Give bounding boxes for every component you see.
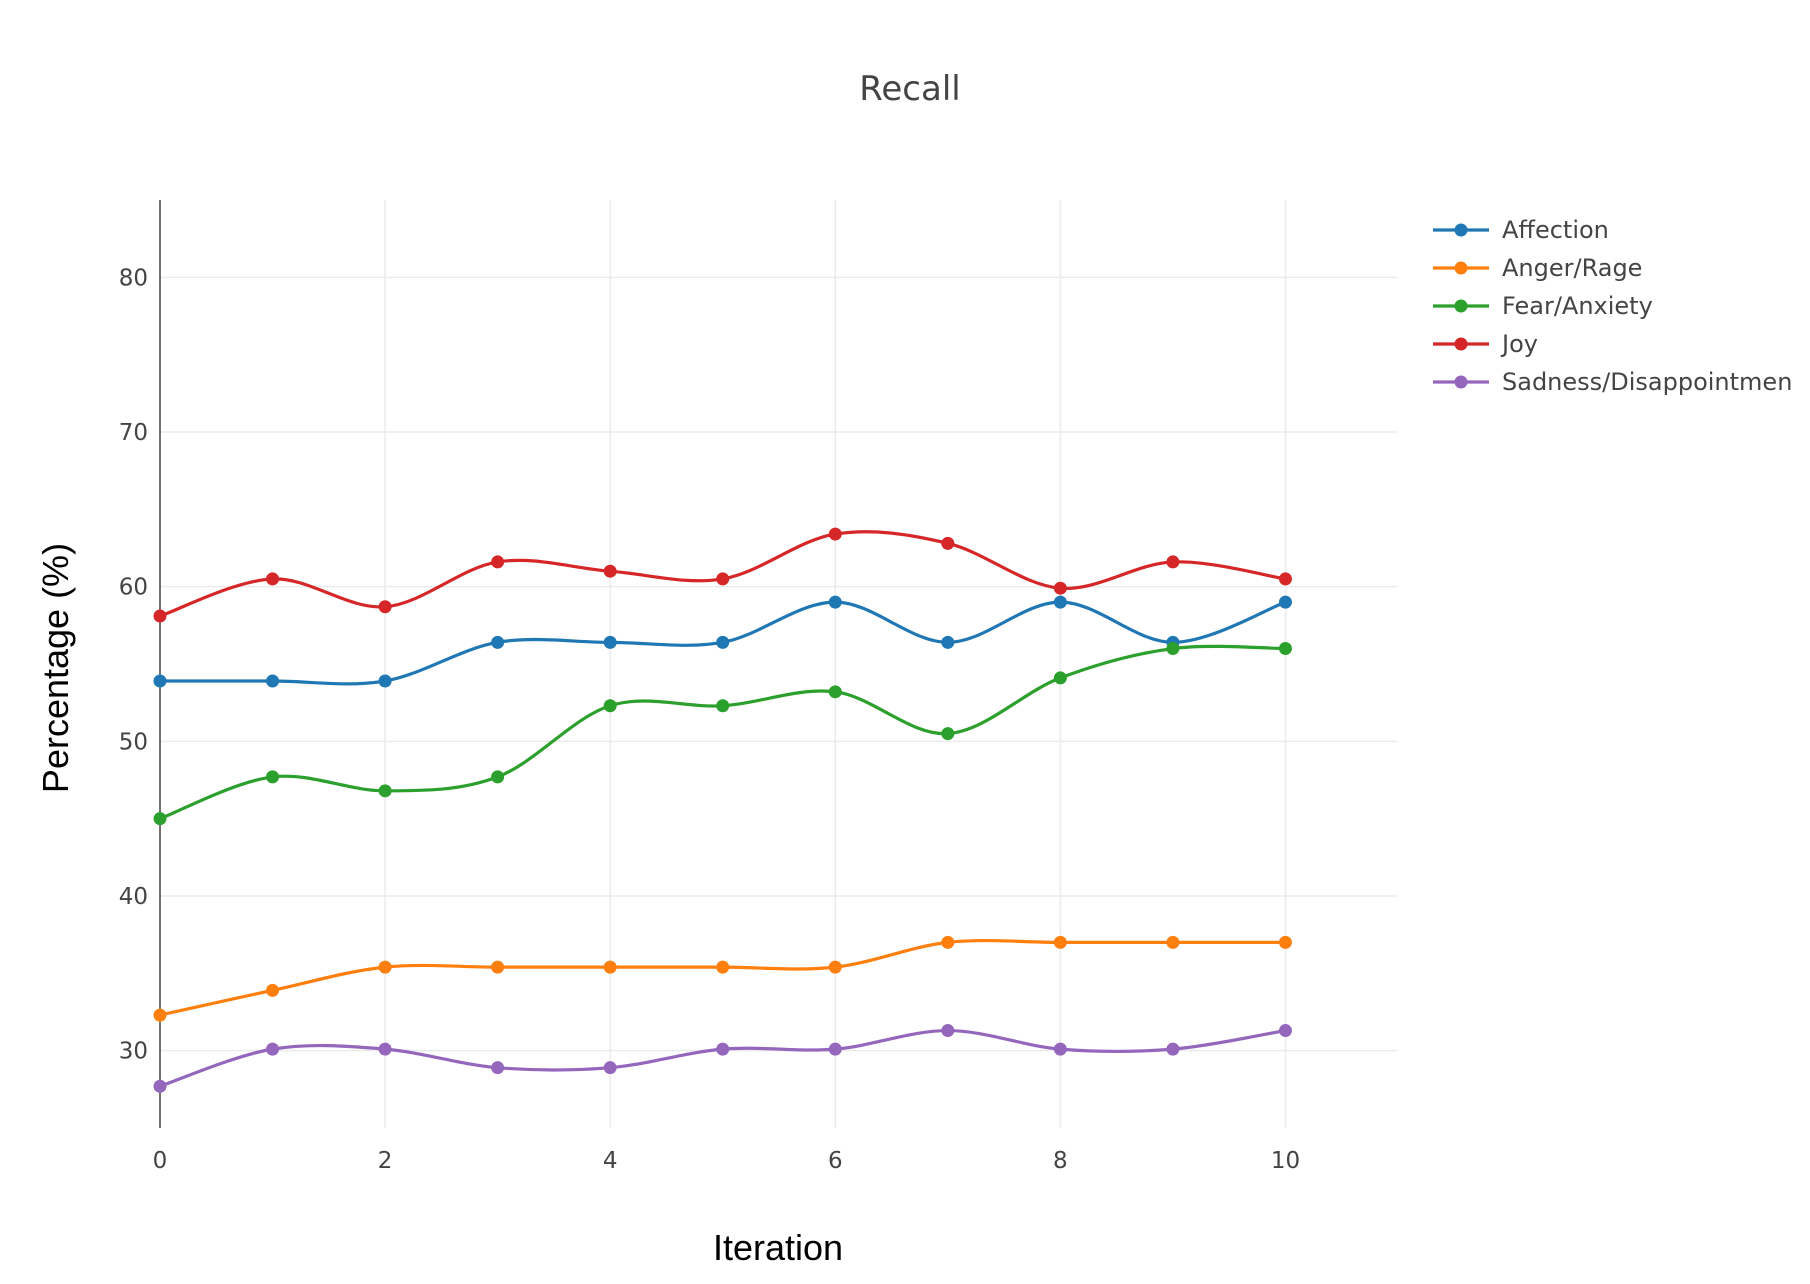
data-point[interactable] [378,600,392,614]
data-point[interactable] [716,635,730,649]
data-point[interactable] [1053,671,1067,685]
data-point[interactable] [378,784,392,798]
data-point[interactable] [153,1008,167,1022]
axes: 30 40 50 60 70 80 0 2 4 6 8 10 [119,200,1300,1174]
data-point[interactable] [153,609,167,623]
data-point[interactable] [378,960,392,974]
series-1 [153,935,1292,1022]
data-point[interactable] [716,1042,730,1056]
x-tick-label: 6 [828,1148,843,1174]
data-point[interactable] [828,960,842,974]
legend-label: Affection [1502,216,1609,244]
legend-label: Sadness/Disappointmen [1502,368,1792,396]
data-point[interactable] [266,572,280,586]
data-point[interactable] [491,555,505,569]
y-tick-label: 40 [119,884,148,910]
series-line [159,644,1286,821]
legend-swatch-marker [1454,261,1468,275]
x-tick-label: 4 [603,1148,618,1174]
data-point[interactable] [1053,581,1067,595]
legend: Affection Anger/Rage Fear/Anxiety Joy Sadnes… [1433,216,1792,396]
y-tick-label: 70 [119,420,148,446]
legend-label: Joy [1500,330,1538,358]
data-point[interactable] [153,812,167,826]
data-point[interactable] [828,527,842,541]
data-point[interactable] [1166,642,1180,656]
series-line [159,938,1286,1017]
chart-title: Recall [859,69,960,109]
data-point[interactable] [1166,935,1180,949]
data-point[interactable] [941,935,955,949]
series-4 [153,1024,1292,1093]
data-point[interactable] [1053,1042,1067,1056]
data-point[interactable] [1278,642,1292,656]
legend-label: Fear/Anxiety [1502,292,1653,320]
legend-swatch-marker [1454,337,1468,351]
legend-item[interactable]: Fear/Anxiety [1433,292,1653,320]
data-point[interactable] [1278,572,1292,586]
data-point[interactable] [828,1042,842,1056]
data-point[interactable] [378,674,392,688]
data-point[interactable] [491,635,505,649]
x-tick-label: 2 [378,1148,393,1174]
data-point[interactable] [153,1079,167,1093]
data-point[interactable] [266,674,280,688]
y-tick-label: 80 [119,265,148,291]
data-point[interactable] [603,699,617,713]
series-0 [153,595,1292,688]
y-axis-label: Percentage (%) [35,543,76,793]
data-point[interactable] [941,635,955,649]
y-tick-label: 30 [119,1039,148,1065]
grid [160,200,1398,1128]
data-point[interactable] [716,960,730,974]
legend-swatch-marker [1454,375,1468,389]
data-point[interactable] [828,595,842,609]
data-point[interactable] [491,1061,505,1075]
x-tick-label: 8 [1053,1148,1068,1174]
data-point[interactable] [1166,1042,1180,1056]
data-point[interactable] [1278,935,1292,949]
legend-swatch-marker [1454,299,1468,313]
data-point[interactable] [603,564,617,578]
data-point[interactable] [716,699,730,713]
x-axis-label: Iteration [713,1227,843,1268]
legend-item[interactable]: Sadness/Disappointmen [1433,368,1792,396]
y-tick-label: 50 [119,729,148,755]
data-point[interactable] [1278,595,1292,609]
data-point[interactable] [941,536,955,550]
data-point[interactable] [491,770,505,784]
data-point[interactable] [153,674,167,688]
data-point[interactable] [941,727,955,741]
data-point[interactable] [1053,935,1067,949]
series-line [159,1028,1286,1088]
legend-swatch-marker [1454,223,1468,237]
legend-item[interactable]: Joy [1433,330,1538,358]
legend-item[interactable]: Anger/Rage [1433,254,1642,282]
data-point[interactable] [266,983,280,997]
data-point[interactable] [1166,555,1180,569]
series-3 [153,527,1292,623]
data-point[interactable] [941,1024,955,1038]
data-point[interactable] [603,635,617,649]
data-point[interactable] [378,1042,392,1056]
data-point[interactable] [716,572,730,586]
y-tick-label: 60 [119,575,148,601]
data-point[interactable] [266,770,280,784]
series-lines [153,527,1292,1093]
data-point[interactable] [1053,595,1067,609]
x-tick-label: 10 [1271,1148,1300,1174]
data-point[interactable] [603,960,617,974]
data-point[interactable] [491,960,505,974]
data-point[interactable] [828,685,842,699]
x-tick-label: 0 [153,1148,168,1174]
series-2 [153,642,1292,826]
legend-item[interactable]: Affection [1433,216,1609,244]
data-point[interactable] [1278,1024,1292,1038]
data-point[interactable] [603,1061,617,1075]
legend-label: Anger/Rage [1502,254,1642,282]
data-point[interactable] [266,1042,280,1056]
series-line [160,600,1286,686]
